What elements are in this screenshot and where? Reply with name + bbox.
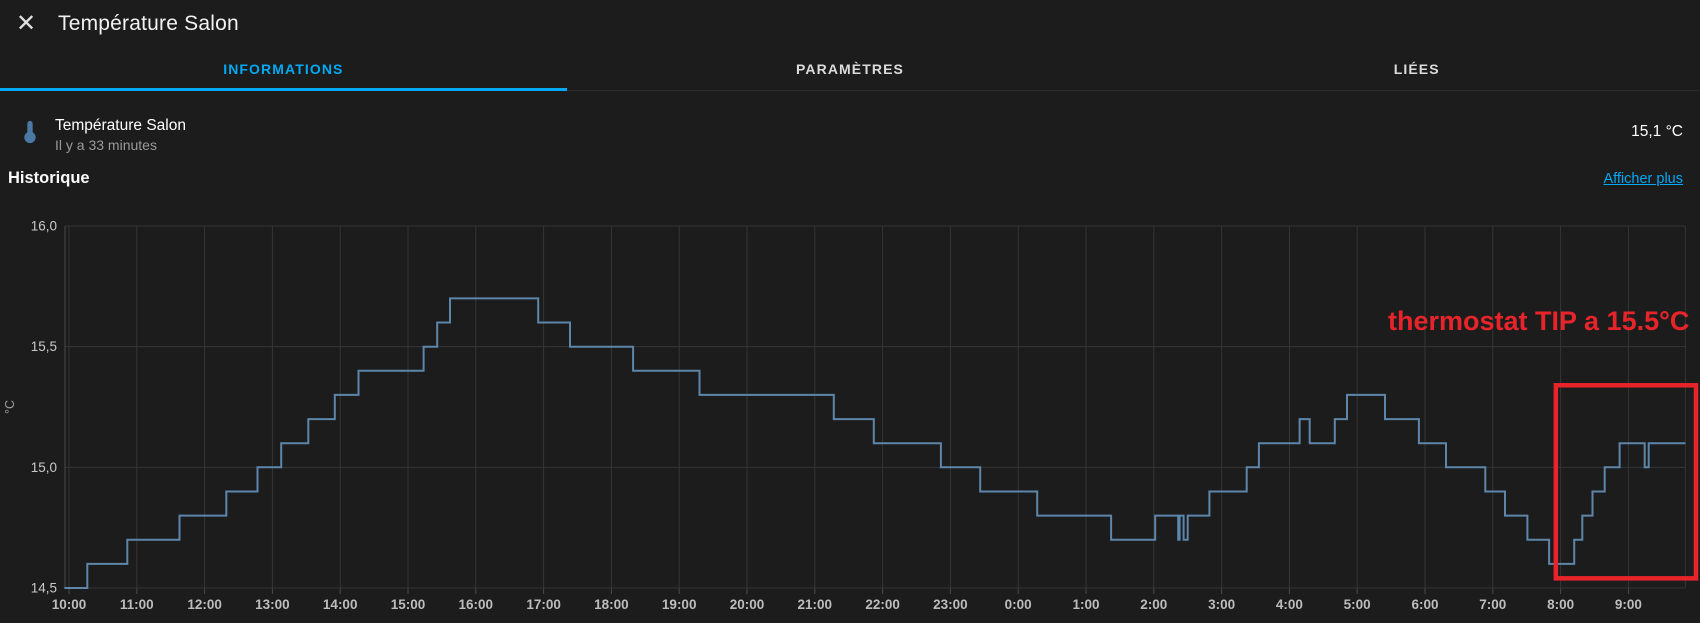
history-chart-area: 10:00 11:00 12:00 13:00 14:00 15:00 16:00 17:00… bbox=[0, 205, 1700, 623]
sensor-state-value: 15,1 °C bbox=[1631, 123, 1683, 140]
tab-bar: INFORMATIONS PARAMÈTRES LIÉES bbox=[0, 48, 1700, 91]
dialog-header: ✕ Température Salon bbox=[0, 0, 1700, 48]
history-header: Historique Afficher plus bbox=[0, 168, 1700, 192]
y-tick-label: 15,5 bbox=[31, 339, 57, 354]
history-title: Historique bbox=[8, 169, 90, 187]
x-tick-label: 11:00 bbox=[120, 597, 154, 612]
annotation-text: thermostat TIP a 15.5°C bbox=[1388, 306, 1689, 336]
close-icon[interactable]: ✕ bbox=[15, 10, 37, 37]
x-tick-label: 20:00 bbox=[730, 597, 765, 612]
tab-informations[interactable]: INFORMATIONS bbox=[0, 48, 567, 91]
tab-parametres-label: PARAMÈTRES bbox=[796, 61, 904, 77]
x-tick-label: 8:00 bbox=[1547, 597, 1574, 612]
x-tick-label: 7:00 bbox=[1479, 597, 1506, 612]
x-tick-label: 16:00 bbox=[459, 597, 494, 612]
active-tab-indicator bbox=[0, 88, 567, 91]
sensor-last-changed: Il y a 33 minutes bbox=[55, 137, 157, 153]
x-tick-label: 6:00 bbox=[1411, 597, 1438, 612]
page-title: Température Salon bbox=[58, 12, 239, 35]
x-tick-label: 1:00 bbox=[1072, 597, 1099, 612]
x-tick-label: 17:00 bbox=[526, 597, 561, 612]
x-tick-label: 13:00 bbox=[255, 597, 290, 612]
x-tick-label: 18:00 bbox=[594, 597, 629, 612]
y-axis-title: °C bbox=[3, 400, 17, 414]
sensor-row: Température Salon Il y a 33 minutes 15,1… bbox=[0, 104, 1700, 160]
x-tick-label: 21:00 bbox=[798, 597, 833, 612]
tab-liees[interactable]: LIÉES bbox=[1133, 48, 1700, 90]
x-tick-label: 0:00 bbox=[1005, 597, 1032, 612]
x-tick-label: 2:00 bbox=[1140, 597, 1167, 612]
tab-informations-label: INFORMATIONS bbox=[223, 61, 344, 77]
tab-liees-label: LIÉES bbox=[1393, 61, 1440, 77]
x-tick-label: 15:00 bbox=[391, 597, 426, 612]
x-tick-label: 3:00 bbox=[1208, 597, 1235, 612]
x-tick-label: 9:00 bbox=[1615, 597, 1642, 612]
x-tick-label: 22:00 bbox=[865, 597, 900, 612]
afficher-plus-link[interactable]: Afficher plus bbox=[1603, 171, 1683, 187]
annotation-box bbox=[1553, 383, 1699, 581]
x-tick-label: 14:00 bbox=[323, 597, 358, 612]
temperature-series-line bbox=[64, 297, 1686, 589]
x-tick-label: 4:00 bbox=[1276, 597, 1303, 612]
history-chart[interactable]: 10:00 11:00 12:00 13:00 14:00 15:00 16:00 17:00… bbox=[0, 205, 1700, 623]
y-tick-label: 16,0 bbox=[31, 219, 57, 234]
x-tick-label: 10:00 bbox=[52, 597, 87, 612]
x-tick-label: 23:00 bbox=[933, 597, 968, 612]
thermometer-icon bbox=[24, 120, 36, 144]
x-tick-label: 19:00 bbox=[662, 597, 697, 612]
tab-parametres[interactable]: PARAMÈTRES bbox=[567, 48, 1134, 90]
sensor-name: Température Salon bbox=[55, 117, 186, 134]
x-tick-label: 12:00 bbox=[187, 597, 222, 612]
y-tick-label: 15,0 bbox=[31, 460, 57, 475]
x-tick-label: 5:00 bbox=[1344, 597, 1371, 612]
y-tick-label: 14,5 bbox=[31, 581, 57, 596]
